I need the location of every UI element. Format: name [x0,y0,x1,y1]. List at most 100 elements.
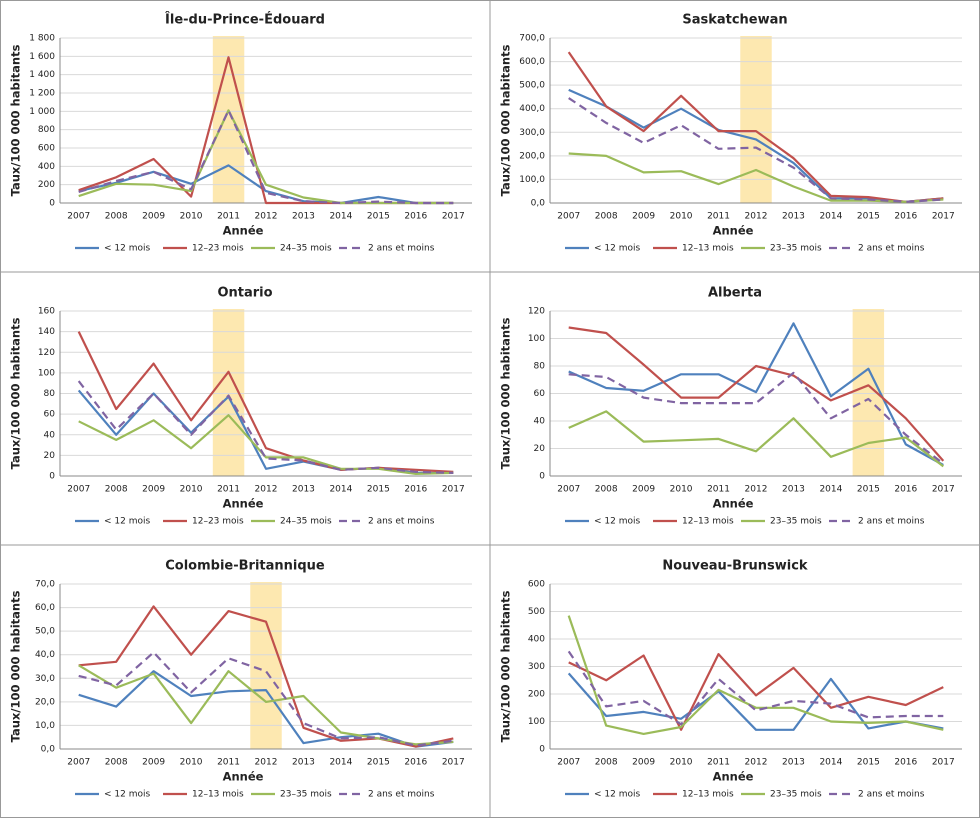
y-tick-label: 1 600 [29,52,55,62]
legend-label: < 12 mois [104,517,150,527]
x-tick-label: 2012 [745,758,768,768]
y-tick-label: 200 [528,690,545,700]
y-axis-label: Taux/100 000 habitants [9,317,23,469]
y-tick-label: 600,0 [519,57,545,67]
y-tick-label: 300,0 [519,128,545,138]
series-line [78,664,454,746]
x-tick-label: 2007 [67,485,90,495]
series-line [78,109,454,205]
x-tick-label: 2017 [442,212,465,222]
y-tick-label: 60 [44,410,56,420]
legend-label: < 12 mois [104,790,150,800]
y-tick-label: 100 [528,717,545,727]
y-tick-label: 100 [528,334,545,344]
series-line [568,371,944,465]
legend-label: < 12 mois [594,790,640,800]
x-tick-label: 2017 [442,485,465,495]
y-tick-label: 20,0 [35,697,55,707]
x-tick-label: 2008 [595,485,618,495]
y-tick-label: 800 [38,125,55,135]
series-line [78,414,454,475]
y-tick-label: 0,0 [531,199,546,209]
y-axis-label: Taux/100 000 habitants [9,590,23,742]
x-tick-label: 2015 [367,212,390,222]
x-tick-label: 2013 [292,485,315,495]
x-tick-label: 2016 [894,758,917,768]
x-tick-label: 2012 [745,212,768,222]
x-tick-label: 2013 [292,212,315,222]
series-line [567,650,944,726]
legend-label: 2 ans et moins [368,244,435,254]
x-tick-label: 2008 [105,485,128,495]
y-axis-label: Taux/100 000 habitants [9,44,23,196]
y-tick-label: 600 [528,580,545,590]
y-tick-label: 500 [528,607,545,617]
series-line [568,322,944,466]
y-tick-label: 30,0 [35,674,55,684]
legend-label: < 12 mois [104,244,150,254]
x-tick-label: 2010 [670,485,693,495]
y-tick-label: 60,0 [35,603,55,613]
legend-label: 2 ans et moins [858,790,925,800]
x-tick-label: 2008 [595,758,618,768]
x-tick-label: 2016 [404,212,427,222]
series-line [567,51,944,203]
series-line [78,651,454,747]
y-axis-label: Taux/100 000 habitants [499,317,513,469]
x-tick-label: 2016 [894,212,917,222]
chart-title: Nouveau-Brunswick [662,559,808,574]
legend-label: 23–35 mois [770,790,822,800]
series-line [77,380,454,474]
x-axis-label: Année [223,497,264,511]
legend-label: 23–35 mois [770,244,822,254]
y-tick-label: 500,0 [519,81,545,91]
x-tick-label: 2014 [819,485,842,495]
chart-title: Île-du-Prince-Édouard [165,12,325,28]
y-tick-label: 40,0 [35,650,55,660]
y-tick-label: 120 [528,307,545,317]
x-axis-label: Année [713,224,754,238]
y-tick-label: 100,0 [519,175,545,185]
x-tick-label: 2015 [367,758,390,768]
x-tick-label: 2013 [782,485,805,495]
chart-title: Colombie-Britannique [165,559,325,574]
x-tick-label: 2010 [670,212,693,222]
series-line [568,97,944,203]
y-tick-label: 0 [49,199,55,209]
series-line [78,109,454,205]
x-tick-label: 2011 [217,212,240,222]
x-tick-label: 2007 [67,212,90,222]
x-tick-label: 2011 [707,212,730,222]
x-tick-label: 2011 [707,758,730,768]
y-tick-label: 80 [44,389,56,399]
y-tick-label: 100 [38,368,55,378]
x-tick-label: 2016 [404,758,427,768]
legend-label: 12–13 mois [682,244,734,254]
x-axis-label: Année [223,770,264,784]
legend-label: 24–35 mois [280,517,332,527]
y-tick-label: 10,0 [35,721,55,731]
y-tick-label: 300 [528,662,545,672]
x-tick-label: 2010 [180,485,203,495]
y-tick-label: 400 [38,162,55,172]
legend-label: 2 ans et moins [858,517,925,527]
x-axis-label: Année [223,224,264,238]
y-tick-label: 140 [38,327,55,337]
highlight-band [740,36,772,203]
y-tick-label: 0 [49,472,55,482]
legend-label: < 12 mois [594,244,640,254]
x-tick-label: 2015 [367,485,390,495]
legend-label: 12–23 mois [192,517,244,527]
x-tick-label: 2013 [782,758,805,768]
y-tick-label: 200 [38,180,55,190]
x-tick-label: 2014 [329,485,352,495]
series-line [568,326,945,462]
legend-label: 12–13 mois [192,790,244,800]
x-tick-label: 2010 [180,212,203,222]
series-line [78,164,454,205]
x-tick-label: 2012 [745,485,768,495]
x-tick-label: 2017 [932,485,955,495]
x-tick-label: 2017 [932,212,955,222]
y-tick-label: 1 400 [29,70,55,80]
y-axis-label: Taux/100 000 habitants [499,590,513,742]
